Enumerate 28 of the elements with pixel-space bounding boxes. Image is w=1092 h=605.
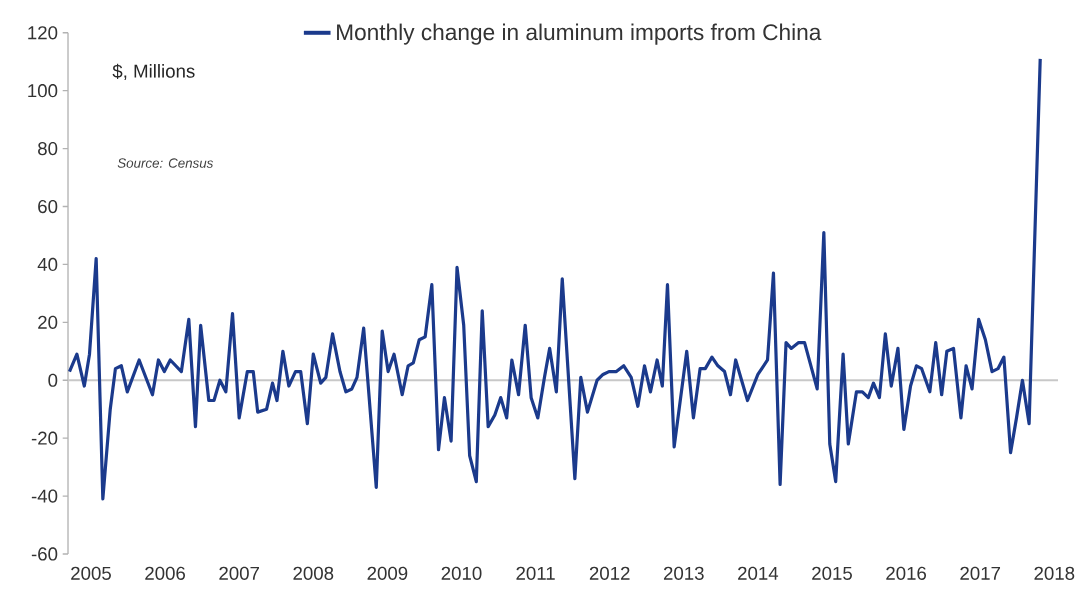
y-tick-label: 0: [48, 373, 58, 387]
x-tick-label: 2008: [293, 566, 334, 580]
annotation: Source: Census: [117, 158, 214, 168]
x-tick-label: 2010: [441, 566, 482, 580]
y-tick-label: 80: [38, 141, 58, 156]
x-tick-label: 2015: [812, 566, 852, 580]
x-tick-label: 2018: [1034, 566, 1075, 580]
y-tick-label: 60: [38, 199, 58, 214]
y-tick-label: -20: [31, 431, 58, 445]
x-tick-label: 2009: [367, 566, 408, 580]
y-tick-label: 40: [37, 257, 58, 272]
x-tick-label: 2006: [145, 566, 186, 580]
y-tick-label: -60: [31, 547, 58, 561]
x-tick-label: 2014: [738, 566, 779, 580]
x-tick-label: 2005: [71, 566, 111, 580]
x-tick-label: 2007: [219, 566, 260, 580]
x-tick-label: 2017: [960, 566, 1001, 580]
y-tick-label: -40: [31, 489, 58, 503]
legend-label: Monthly change in aluminum imports from China: [337, 23, 822, 45]
x-tick-label: 2011: [516, 566, 555, 580]
x-tick-label: 2013: [663, 566, 704, 580]
y-tick-label: 100: [28, 84, 58, 98]
y-tick-label: 120: [28, 26, 58, 40]
line-series: [67, 57, 1042, 501]
x-tick-label: 2016: [886, 566, 927, 580]
y-axis-title: $, Millions: [112, 63, 195, 80]
x-tick-label: 2012: [589, 566, 630, 580]
y-tick-label: 20: [38, 315, 58, 329]
